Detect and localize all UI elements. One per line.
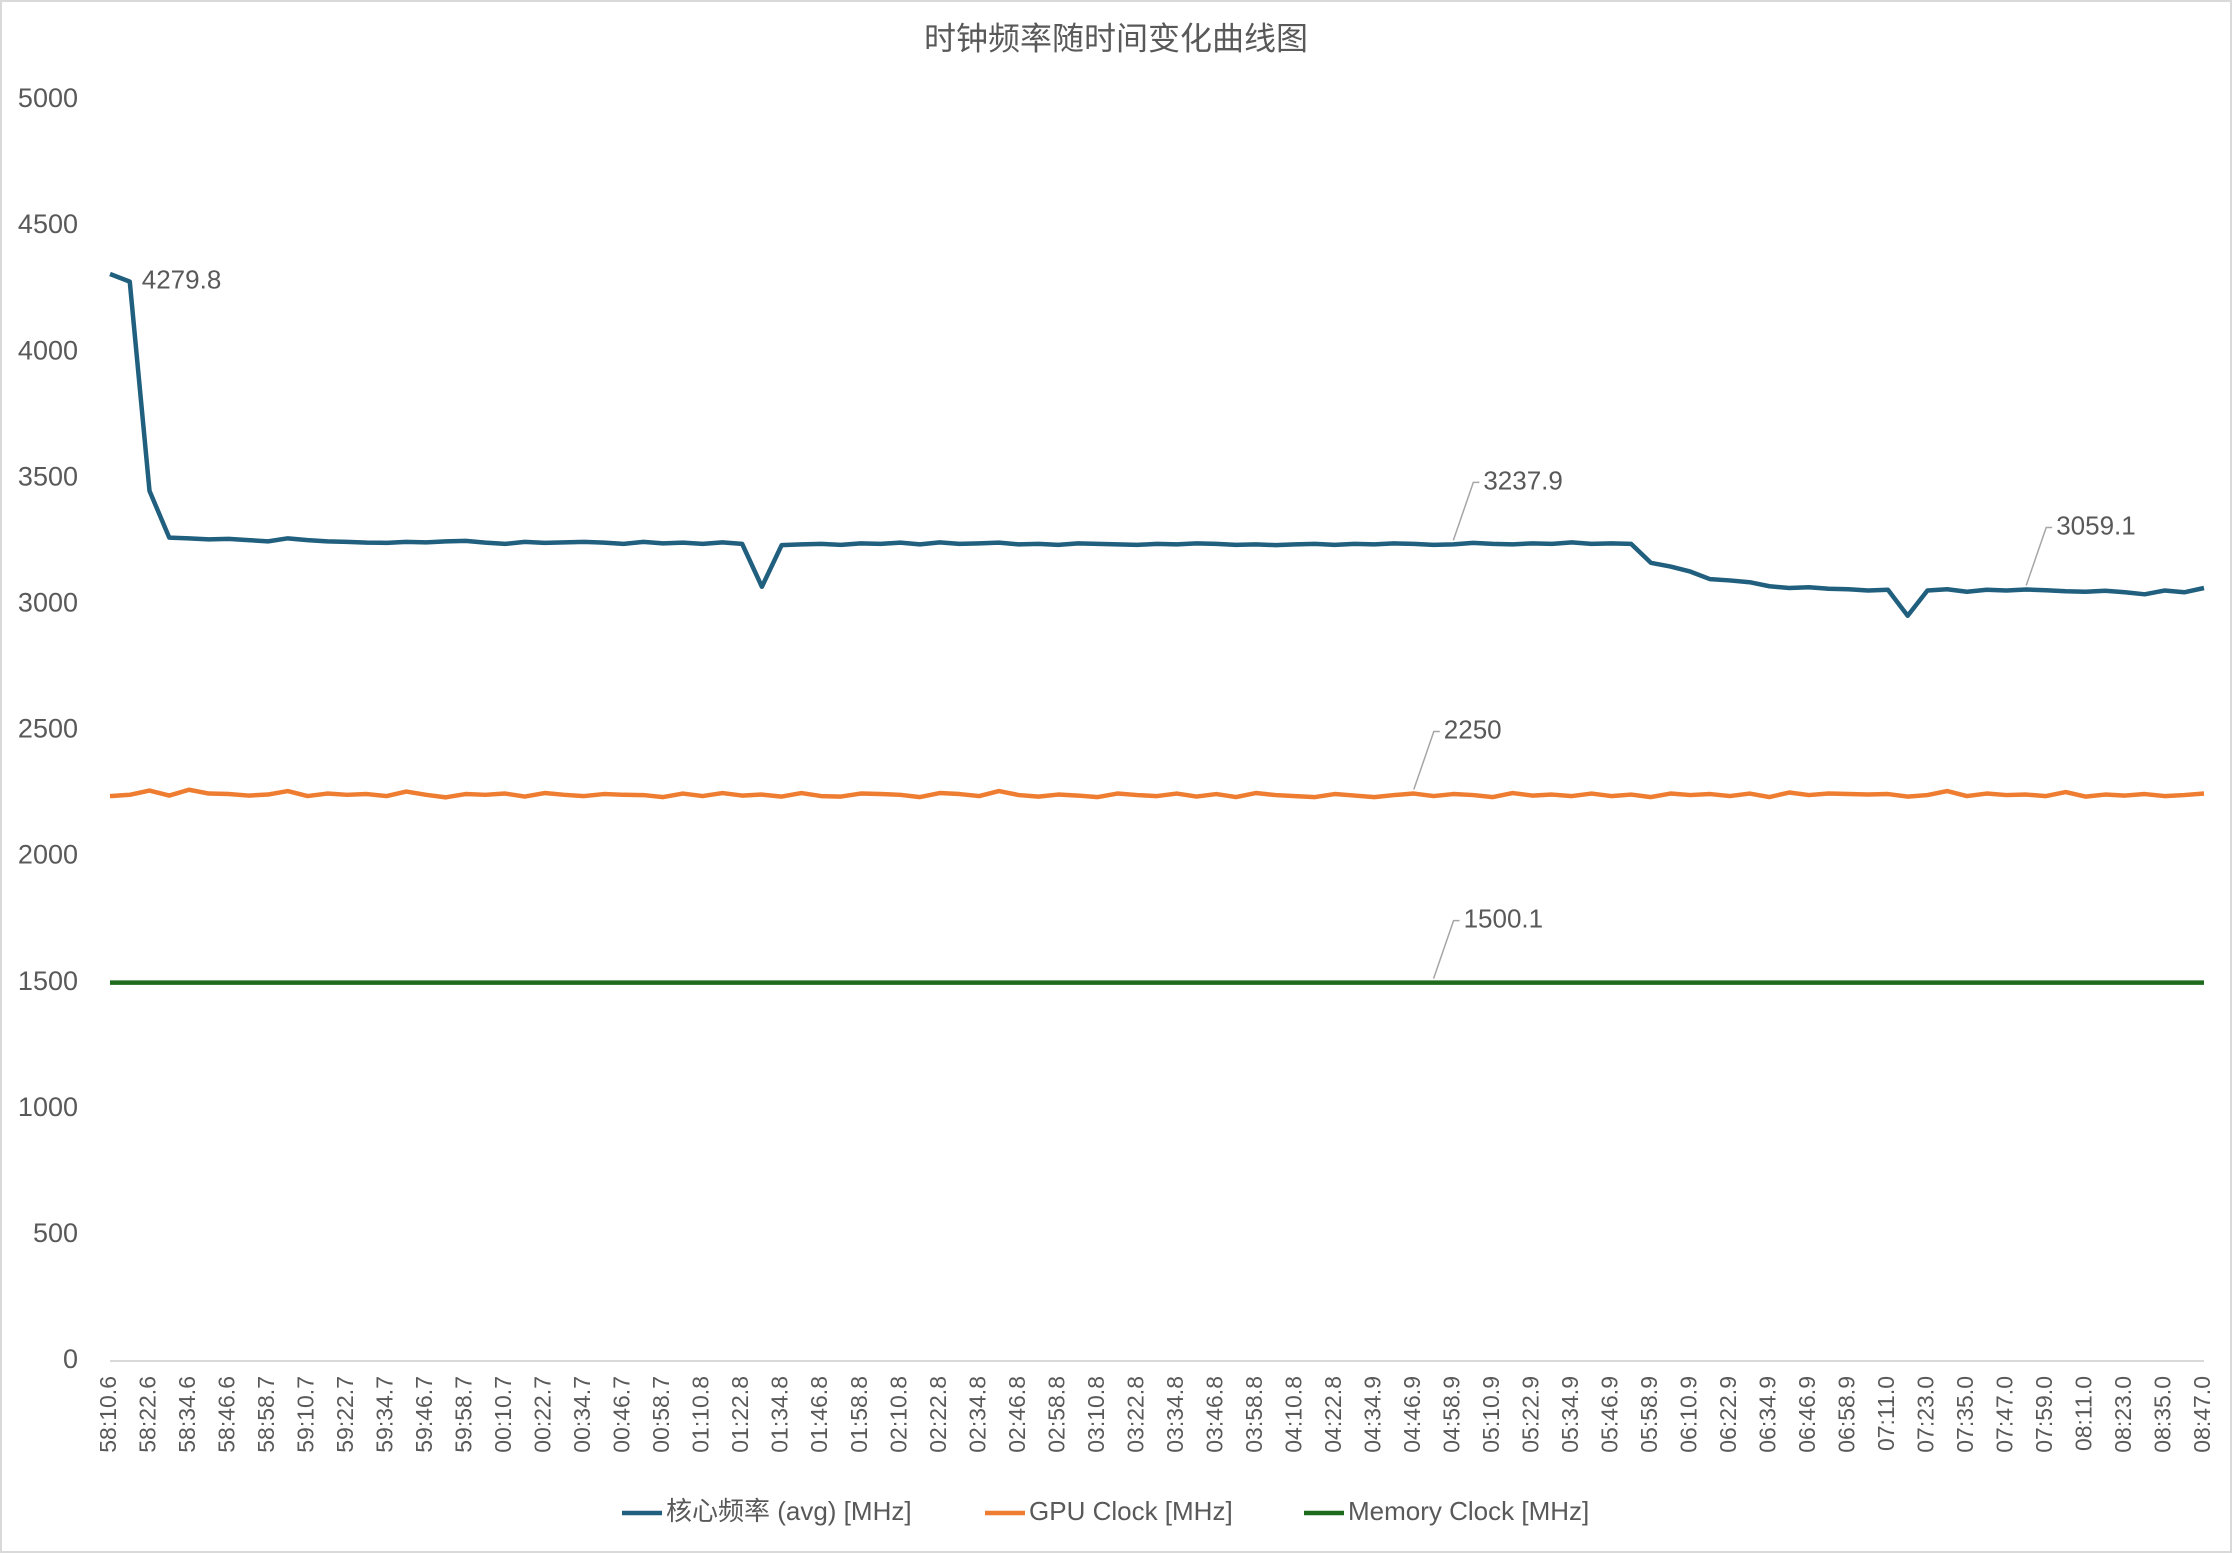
x-tick-label: 06:34.9 [1754,1376,1780,1453]
x-tick-label: 06:58.9 [1833,1376,1859,1453]
x-tick-label: 06:46.9 [1794,1376,1820,1453]
data-label: 3237.9 [1483,465,1563,495]
x-tick-label: 05:10.9 [1478,1376,1504,1453]
x-tick-label: 01:34.8 [767,1376,793,1453]
x-tick-label: 04:22.8 [1320,1376,1346,1453]
data-label: 3059.1 [2056,510,2136,540]
x-tick-label: 59:22.7 [332,1376,358,1453]
x-tick-label: 08:11.0 [2071,1376,2097,1451]
y-tick-label: 500 [33,1218,78,1248]
x-tick-label: 00:58.7 [648,1376,674,1453]
leader-line [1413,730,1440,790]
x-tick-label: 02:46.8 [1004,1376,1030,1453]
data-label: 4279.8 [142,265,222,295]
x-tick-label: 01:46.8 [806,1376,832,1453]
x-tick-label: 59:10.7 [293,1376,319,1453]
x-tick-label: 58:46.6 [214,1376,240,1453]
x-tick-label: 59:34.7 [372,1376,398,1453]
data-label: 2250 [1444,714,1502,744]
x-tick-label: 00:34.7 [569,1376,595,1453]
x-tick-label: 03:58.8 [1241,1376,1267,1453]
legend-label: GPU Clock [MHz] [1029,1496,1233,1526]
x-tick-label: 02:10.8 [885,1376,911,1453]
x-tick-label: 06:22.9 [1715,1376,1741,1453]
x-tick-label: 01:58.8 [846,1376,872,1453]
data-label: 1500.1 [1464,904,1544,934]
y-tick-label: 1500 [18,966,78,996]
x-tick-label: 07:11.0 [1873,1376,1899,1451]
x-tick-label: 05:58.9 [1636,1376,1662,1453]
leader-line [2025,526,2053,586]
x-tick-label: 08:23.0 [2110,1376,2136,1453]
x-tick-label: 02:34.8 [964,1376,990,1453]
leader-line [1432,919,1460,979]
x-tick-label: 03:10.8 [1083,1376,1109,1453]
x-tick-label: 04:34.9 [1359,1376,1385,1453]
x-tick-label: 02:22.8 [925,1376,951,1453]
x-tick-label: 06:10.9 [1675,1376,1701,1453]
x-tick-label: 07:35.0 [1952,1376,1978,1453]
x-tick-label: 04:58.9 [1438,1376,1464,1453]
x-tick-label: 58:10.6 [95,1376,121,1453]
series-line [109,787,2205,800]
x-tick-label: 01:22.8 [727,1376,753,1453]
x-tick-label: 03:46.8 [1201,1376,1227,1453]
y-tick-label: 2000 [18,840,78,870]
x-tick-label: 02:58.8 [1043,1376,1069,1453]
y-tick-label: 2500 [18,714,78,744]
legend-label: 核心频率 (avg) [MHz] [666,1496,912,1526]
x-tick-label: 04:10.8 [1280,1376,1306,1453]
x-tick-label: 58:34.6 [174,1376,200,1453]
x-tick-label: 05:22.9 [1517,1376,1543,1453]
x-tick-label: 05:46.9 [1596,1376,1622,1453]
x-tick-label: 04:46.9 [1399,1376,1425,1453]
x-tick-label: 59:58.7 [451,1376,477,1453]
x-tick-label: 07:47.0 [1992,1376,2018,1453]
x-tick-label: 03:34.8 [1162,1376,1188,1453]
x-tick-label: 05:34.9 [1557,1376,1583,1453]
x-tick-label: 00:46.7 [609,1376,635,1453]
x-tick-label: 59:46.7 [411,1376,437,1453]
y-tick-label: 5000 [18,83,78,113]
x-tick-label: 03:22.8 [1122,1376,1148,1453]
y-tick-label: 3000 [18,588,78,618]
x-tick-label: 00:22.7 [530,1376,556,1453]
x-tick-label: 08:35.0 [2150,1376,2176,1453]
y-tick-label: 4000 [18,335,78,365]
x-tick-label: 58:58.7 [253,1376,279,1453]
chart-title: 时钟频率随时间变化曲线图 [924,20,1308,56]
y-tick-label: 1000 [18,1092,78,1122]
y-tick-label: 4500 [18,209,78,239]
x-tick-label: 07:23.0 [1913,1376,1939,1453]
y-tick-label: 0 [63,1344,78,1374]
x-tick-label: 00:10.7 [490,1376,516,1453]
series-line [109,271,2205,618]
leader-line [1452,481,1480,541]
x-tick-label: 08:47.0 [2189,1376,2215,1453]
x-tick-label: 58:22.6 [135,1376,161,1453]
y-tick-label: 3500 [18,461,78,491]
x-tick-label: 07:59.0 [2031,1376,2057,1453]
x-tick-label: 01:10.8 [688,1376,714,1453]
legend-label: Memory Clock [MHz] [1348,1496,1589,1526]
